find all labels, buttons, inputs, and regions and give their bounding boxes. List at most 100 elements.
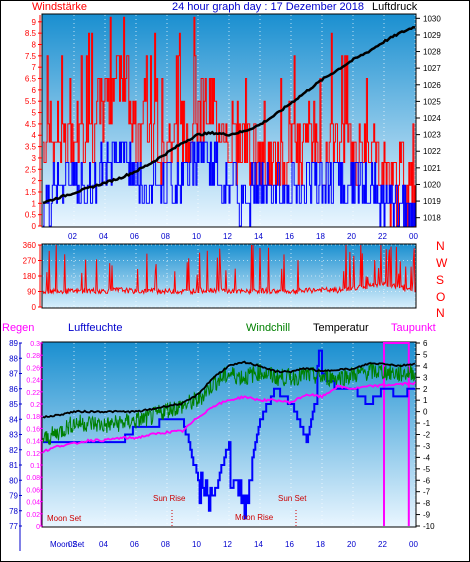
y-tick-label-humidity: 87 bbox=[9, 370, 18, 379]
y-tick-label-humidity: 79 bbox=[9, 492, 18, 501]
y-tick-label-humidity: 83 bbox=[9, 431, 18, 440]
legend-taupunkt: Taupunkt bbox=[391, 322, 436, 334]
y-tick-label-wind: 1 bbox=[32, 199, 37, 208]
y-tick-label-pressure: 1026 bbox=[423, 81, 441, 90]
y-tick-label-rain: 0.08 bbox=[26, 475, 40, 482]
y-tick-label-temp: 5 bbox=[423, 350, 428, 359]
y-tick-label-direction: 360 bbox=[23, 241, 37, 250]
annotation-moon-rise: Moon Rise bbox=[235, 513, 274, 522]
series-humidity bbox=[43, 349, 415, 520]
x-tick-wind: 00 bbox=[409, 232, 418, 241]
series-temperature bbox=[42, 360, 416, 419]
annotation-sun-set: Sun Set bbox=[278, 494, 307, 503]
y-tick-label-rain: 0.22 bbox=[26, 390, 40, 397]
y-tick-label-wind: 4 bbox=[32, 131, 37, 140]
x-tick-climate: 10 bbox=[192, 540, 201, 549]
y-tick-label-humidity: 82 bbox=[9, 446, 18, 455]
y-tick-label-humidity: 81 bbox=[9, 461, 18, 470]
y-tick-label-temp: -3 bbox=[423, 442, 431, 451]
x-tick-climate: 20 bbox=[347, 540, 356, 549]
y-tick-label-temp: 1 bbox=[423, 396, 428, 405]
x-tick-wind: 12 bbox=[223, 232, 232, 241]
y-tick-label-temp: -5 bbox=[423, 465, 431, 474]
y-tick-label-wind: 9 bbox=[32, 18, 37, 27]
x-tick-climate: 22 bbox=[378, 540, 387, 549]
y-tick-label-rain: 0.06 bbox=[26, 487, 40, 494]
y-tick-label-temp: 6 bbox=[423, 339, 428, 348]
x-tick-wind: 14 bbox=[254, 232, 263, 241]
y-tick-label-wind: 7 bbox=[32, 63, 37, 72]
y-tick-label-humidity: 80 bbox=[9, 476, 18, 485]
x-tick-wind: 06 bbox=[130, 232, 139, 241]
series-dewpoint bbox=[42, 381, 416, 454]
y-tick-label-direction: 180 bbox=[23, 272, 37, 281]
chart-title: 24 hour graph day : 17 Dezember 2018 bbox=[172, 1, 364, 13]
y-tick-label-humidity: 88 bbox=[9, 354, 18, 363]
direction-letter-n: N bbox=[436, 239, 445, 253]
y-tick-label-direction: 0 bbox=[32, 303, 37, 312]
direction-letter-w: W bbox=[436, 256, 448, 270]
y-tick-label-temp: -1 bbox=[423, 419, 431, 428]
y-tick-label-wind: 0 bbox=[32, 222, 37, 231]
y-tick-label-rain: 0.16 bbox=[26, 426, 40, 433]
x-tick-wind: 10 bbox=[192, 232, 201, 241]
y-tick-label-humidity: 77 bbox=[9, 522, 18, 531]
x-tick-climate: 04 bbox=[99, 540, 108, 549]
y-tick-label-wind: 2.5 bbox=[25, 165, 37, 174]
legend-luftfeuchte: Luftfeuchte bbox=[68, 322, 122, 334]
legend-regen: Regen bbox=[2, 322, 34, 334]
axis-ticks: 02 04 06 08 10 12 14 16 18 20 22 0000.511.522.533.5… bbox=[9, 14, 441, 551]
x-tick-climate: 06 bbox=[130, 540, 139, 549]
x-tick-wind: 02 bbox=[68, 232, 77, 241]
y-tick-label-rain: 0.26 bbox=[26, 365, 40, 372]
y-tick-label-temp: -6 bbox=[423, 476, 431, 485]
y-tick-label-rain: 0.28 bbox=[26, 353, 40, 360]
direction-letter-n2: N bbox=[436, 306, 445, 320]
y-tick-label-rain: 0.1 bbox=[30, 463, 40, 470]
y-tick-label-temp: 0 bbox=[423, 408, 428, 417]
y-tick-label-pressure: 1029 bbox=[423, 31, 441, 40]
chart-marks bbox=[42, 16, 416, 526]
y-tick-label-temp: 2 bbox=[423, 385, 428, 394]
y-tick-label-temp: -9 bbox=[423, 511, 431, 520]
y-tick-label-wind: 7.5 bbox=[25, 52, 37, 61]
y-tick-label-wind: 6 bbox=[32, 86, 37, 95]
series-wind-gust bbox=[43, 16, 416, 227]
y-tick-label-pressure: 1022 bbox=[423, 147, 441, 156]
x-tick-climate: 08 bbox=[161, 540, 170, 549]
x-tick-climate: 12 bbox=[223, 540, 232, 549]
y-tick-label-rain: 0.14 bbox=[26, 439, 40, 446]
x-tick-wind: 08 bbox=[161, 232, 170, 241]
y-tick-label-humidity: 86 bbox=[9, 385, 18, 394]
series-wind-avg bbox=[43, 141, 416, 227]
series-rain bbox=[383, 342, 410, 526]
x-tick-wind: 20 bbox=[347, 232, 356, 241]
legend-windchill: Windchill bbox=[246, 322, 290, 334]
direction-letter-s: S bbox=[436, 273, 444, 287]
y-tick-label-wind: 6.5 bbox=[25, 75, 37, 84]
y-tick-label-pressure: 1025 bbox=[423, 97, 441, 106]
y-tick-label-wind: 3.5 bbox=[25, 143, 37, 152]
y-tick-label-temp: 4 bbox=[423, 362, 428, 371]
series-direction bbox=[42, 244, 416, 296]
series-pressure bbox=[42, 26, 416, 205]
legend-temperatur: Temperatur bbox=[313, 322, 369, 334]
y-tick-label-humidity: 78 bbox=[9, 507, 18, 516]
y-tick-label-wind: 5 bbox=[32, 109, 37, 118]
y-tick-label-temp: -4 bbox=[423, 453, 431, 462]
y-tick-label-wind: 0.5 bbox=[25, 211, 37, 220]
moon-axis-label: Moon Set bbox=[50, 540, 85, 549]
y-tick-label-pressure: 1024 bbox=[423, 114, 441, 123]
y-tick-label-pressure: 1023 bbox=[423, 131, 441, 140]
y-tick-label-temp: -10 bbox=[423, 522, 435, 531]
y-tick-label-pressure: 1018 bbox=[423, 214, 441, 223]
y-tick-label-pressure: 1030 bbox=[423, 14, 441, 23]
x-tick-climate: 02 bbox=[68, 540, 77, 549]
y-tick-label-temp: -8 bbox=[423, 499, 431, 508]
y-tick-label-rain: 0.04 bbox=[26, 500, 40, 507]
direction-letter-o: O bbox=[436, 290, 445, 304]
y-tick-label-temp: 3 bbox=[423, 373, 428, 382]
y-tick-label-rain: 0.2 bbox=[30, 402, 40, 409]
